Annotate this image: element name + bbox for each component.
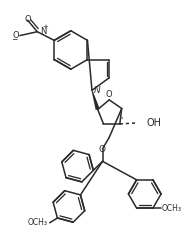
Text: OH: OH [147,118,162,128]
Text: N: N [93,86,100,95]
Polygon shape [92,90,100,110]
Text: O: O [24,15,31,24]
Text: OCH₃: OCH₃ [162,204,182,212]
Text: O: O [106,90,112,99]
Text: O: O [98,145,105,154]
Text: +: + [42,24,48,30]
Text: ': ' [95,101,97,110]
Text: N: N [40,27,46,36]
Text: O: O [12,31,19,40]
Text: ': ' [121,116,123,126]
Text: OCH₃: OCH₃ [28,218,48,227]
Text: −: − [11,35,17,44]
